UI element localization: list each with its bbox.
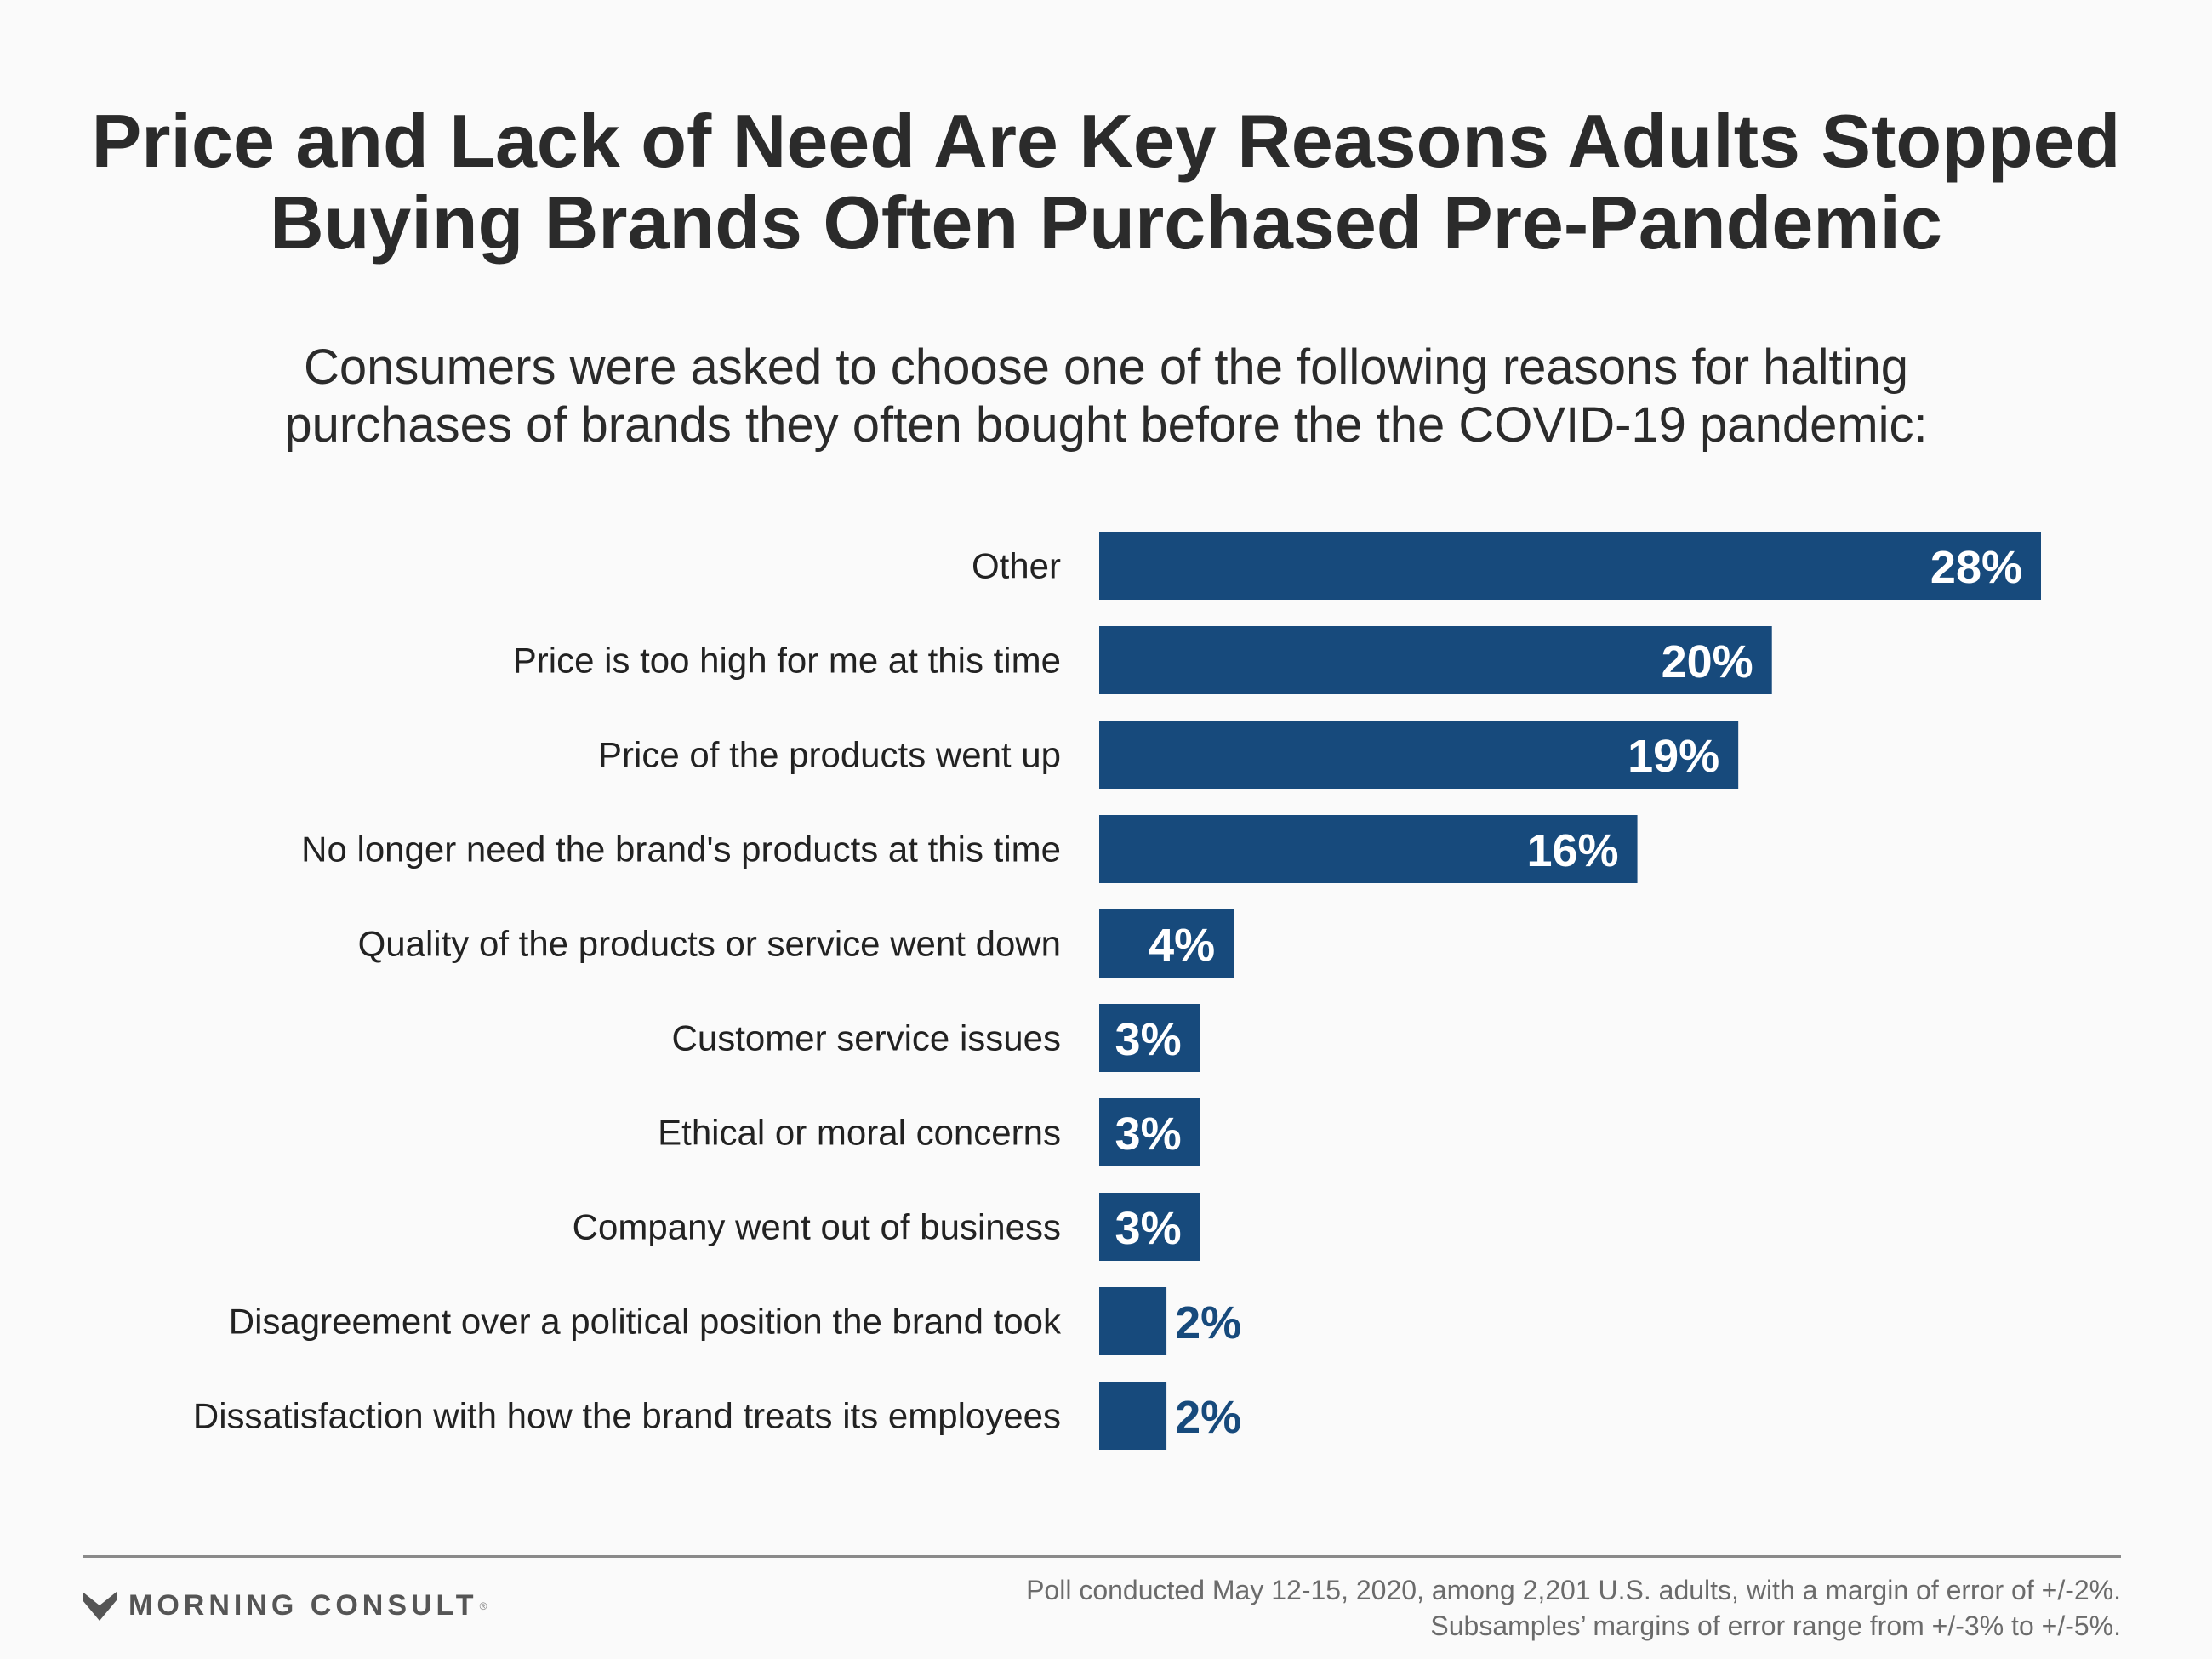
category-label: Dissatisfaction with how the brand treat… [193,1396,1061,1436]
category-label: No longer need the brand's products at t… [301,830,1061,869]
data-label: 4% [1149,920,1215,971]
footer-divider [83,1555,2121,1558]
data-label: 20% [1662,636,1753,687]
bar [1099,626,1772,694]
data-label: 2% [1175,1392,1241,1443]
data-label: 28% [1930,542,2022,593]
data-label: 2% [1175,1297,1241,1348]
bar [1099,1193,1200,1261]
data-label: 3% [1115,1203,1182,1254]
chart-title-line-2: Buying Brands Often Purchased Pre-Pandem… [270,180,1942,265]
category-label: Disagreement over a political position t… [229,1302,1062,1342]
data-label: 16% [1526,825,1618,876]
category-label: Other [972,546,1061,586]
bar [1099,721,1739,789]
chart-subtitle-line-2: purchases of brands they often bought be… [284,397,1928,453]
bar-chart: Other 28% Price is too high for me at this… [193,532,2041,1450]
bar [1099,1098,1200,1166]
footnote-line-1: Poll conducted May 12-15, 2020, among 2,… [1026,1575,2121,1605]
brand-registered-mark: ® [479,1599,487,1612]
chart-title: Price and Lack of Need Are Key Reasons A… [0,100,2212,264]
bar [1099,815,1638,883]
category-label: Price of the products went up [598,735,1061,775]
category-label: Company went out of business [573,1207,1061,1247]
chart-subtitle: Consumers were asked to choose one of th… [0,339,2212,454]
bar [1099,909,1234,978]
category-label: Price is too high for me at this time [513,641,1061,681]
bar [1099,1287,1167,1355]
category-label: Ethical or moral concerns [658,1113,1061,1153]
chart-subtitle-line-1: Consumers were asked to choose one of th… [303,339,1909,395]
morning-consult-logo-icon [83,1591,117,1621]
data-label: 3% [1115,1109,1182,1160]
category-label: Customer service issues [672,1018,1061,1058]
chart-title-line-1: Price and Lack of Need Are Key Reasons A… [91,99,2121,183]
bar [1099,532,2041,600]
brand-name: MORNING CONSULT [128,1589,478,1622]
bar [1099,1004,1200,1072]
footnote: Poll conducted May 12-15, 2020, among 2,… [1026,1572,2121,1644]
brand-logo: MORNING CONSULT ® [83,1589,487,1622]
category-label: Quality of the products or service went … [358,924,1061,964]
data-label: 19% [1628,731,1719,782]
bar [1099,1382,1167,1450]
footnote-line-2: Subsamples’ margins of error range from … [1430,1611,2121,1641]
data-label: 3% [1115,1014,1182,1065]
